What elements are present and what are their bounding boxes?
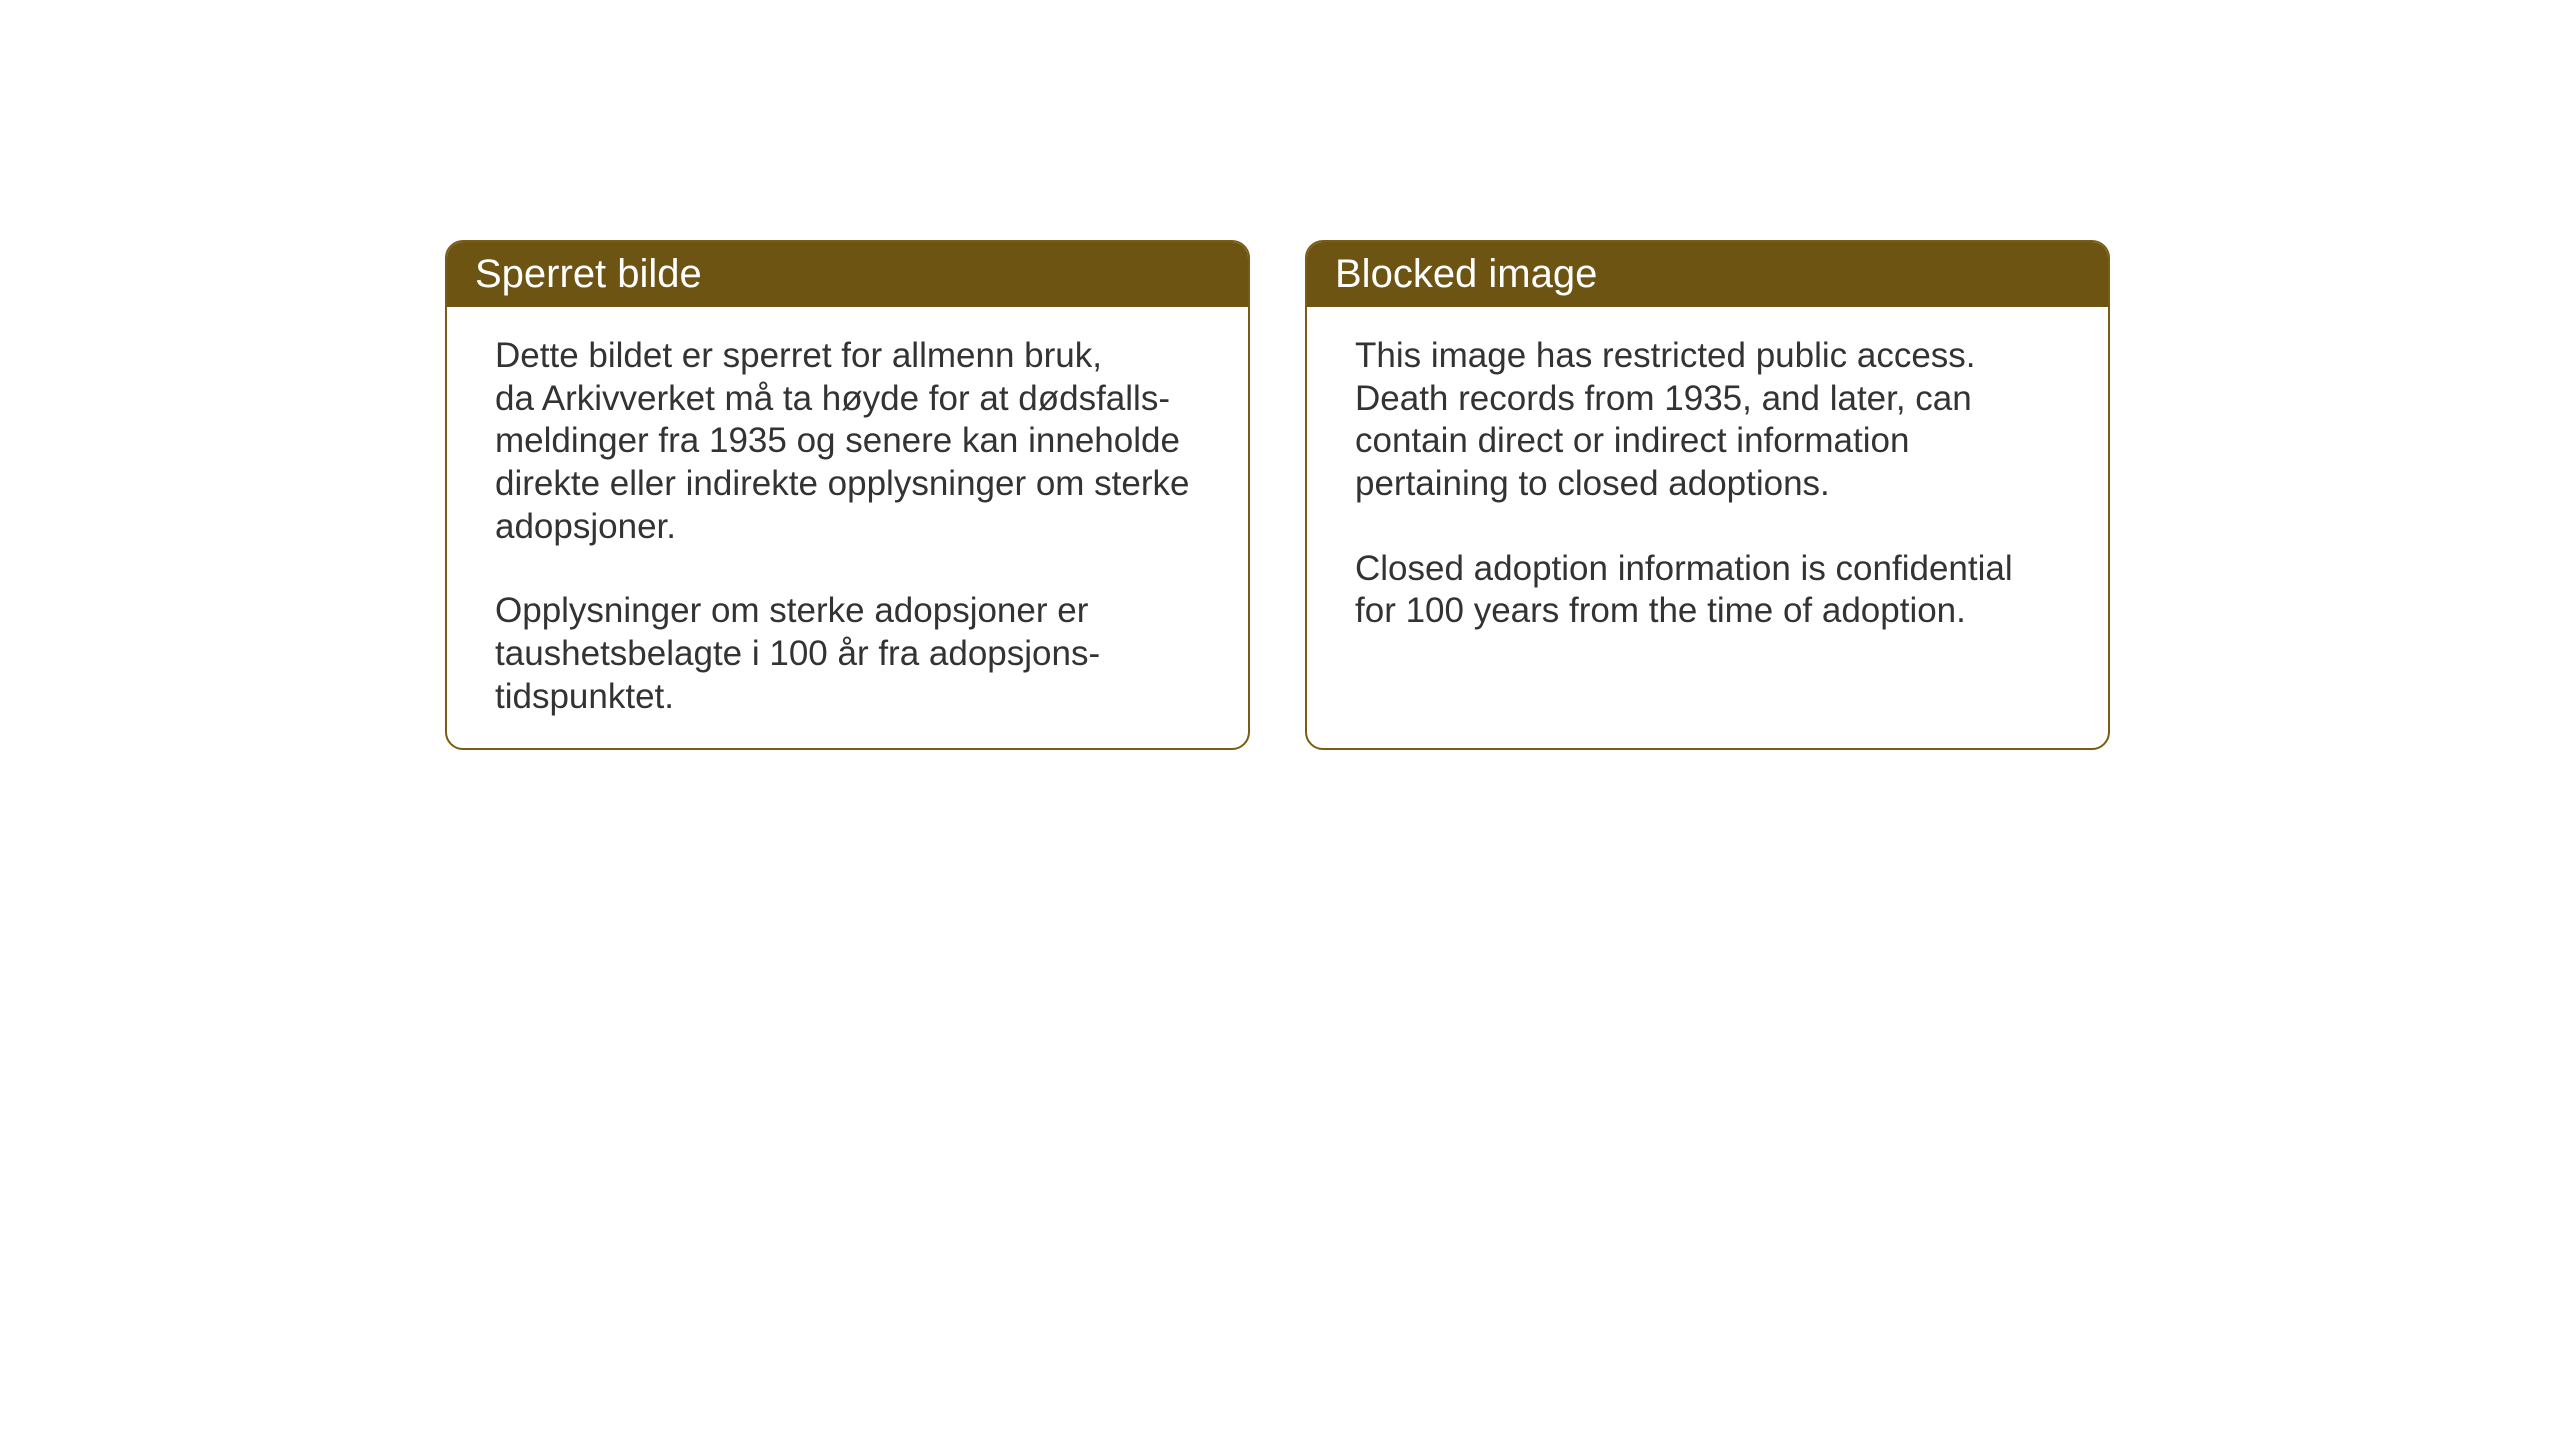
text-line: This image has restricted public access. (1355, 335, 2068, 378)
notice-card-english: Blocked image This image has restricted … (1305, 240, 2110, 750)
card-title: Blocked image (1307, 242, 2108, 307)
text-line: tidspunktet. (495, 676, 1208, 719)
card-paragraph-1: This image has restricted public access.… (1355, 335, 2068, 506)
text-line: contain direct or indirect information (1355, 420, 2068, 463)
notice-card-norwegian: Sperret bilde Dette bildet er sperret fo… (445, 240, 1250, 750)
text-line: pertaining to closed adoptions. (1355, 463, 2068, 506)
text-line: Opplysninger om sterke adopsjoner er (495, 590, 1208, 633)
text-line: Closed adoption information is confident… (1355, 548, 2068, 591)
notice-cards-container: Sperret bilde Dette bildet er sperret fo… (445, 240, 2560, 750)
card-title: Sperret bilde (447, 242, 1248, 307)
text-line: for 100 years from the time of adoption. (1355, 590, 2068, 633)
card-paragraph-2: Closed adoption information is confident… (1355, 548, 2068, 633)
card-body: This image has restricted public access.… (1307, 307, 2108, 673)
card-paragraph-2: Opplysninger om sterke adopsjoner er tau… (495, 590, 1208, 718)
text-line: da Arkivverket må ta høyde for at dødsfa… (495, 378, 1208, 421)
text-line: direkte eller indirekte opplysninger om … (495, 463, 1208, 506)
text-line: taushetsbelagte i 100 år fra adopsjons- (495, 633, 1208, 676)
card-paragraph-1: Dette bildet er sperret for allmenn bruk… (495, 335, 1208, 548)
text-line: Death records from 1935, and later, can (1355, 378, 2068, 421)
card-body: Dette bildet er sperret for allmenn bruk… (447, 307, 1248, 750)
text-line: meldinger fra 1935 og senere kan innehol… (495, 420, 1208, 463)
text-line: Dette bildet er sperret for allmenn bruk… (495, 335, 1208, 378)
text-line: adopsjoner. (495, 506, 1208, 549)
